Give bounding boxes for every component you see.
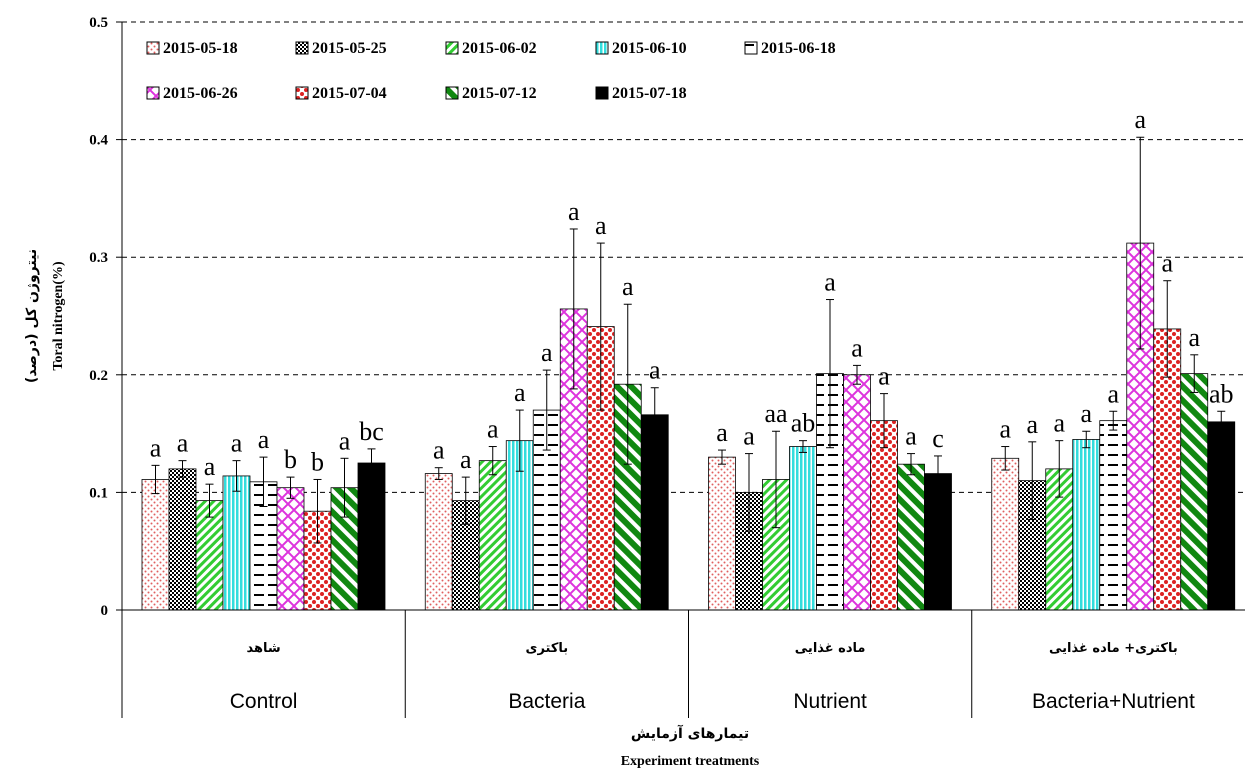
bar <box>357 462 386 611</box>
y-tick-label: 0.2 <box>89 368 108 384</box>
legend-swatch <box>445 86 459 100</box>
significance-letter: a <box>568 197 580 226</box>
axes: 0 0.1 0.2 0.3 0.4 0.5 <box>89 15 1245 718</box>
bar <box>1099 420 1128 611</box>
axis-labels: شاهد Control باکتری Bacteria ماده غذایی Nutri… <box>24 249 1195 769</box>
significance-letter: a <box>1161 249 1173 278</box>
x-axis-title: Experiment treatments <box>621 754 760 769</box>
significance-letter: c <box>932 424 944 453</box>
legend-label: 2015-06-18 <box>761 40 836 57</box>
legend-label: 2015-06-26 <box>163 85 238 102</box>
significance-letter: ab <box>1209 379 1234 408</box>
y-tick-label: 0.1 <box>89 485 108 501</box>
significance-letter: a <box>878 362 890 391</box>
x-axis-title-fa: تیمارهای آزمایش <box>631 724 749 742</box>
significance-letter: a <box>1107 379 1119 408</box>
significance-letter: ab <box>791 409 816 438</box>
significance-letter: a <box>258 425 270 454</box>
y-tick-label: 0.5 <box>89 15 108 31</box>
bar <box>897 463 925 611</box>
bar <box>789 446 817 611</box>
significance-letter: bc <box>359 417 384 446</box>
bar <box>1180 373 1209 611</box>
category-label-fa: باکتری+ ماده غذایی <box>1049 641 1178 656</box>
significance-letter: a <box>177 429 189 458</box>
category-label: Control <box>230 690 298 713</box>
significance-letter: a <box>514 378 526 407</box>
category-label: Bacteria+Nutrient <box>1032 690 1195 713</box>
legend-label: 2015-06-10 <box>612 40 687 57</box>
y-axis-title: Toral nitrogen(%) <box>51 261 66 371</box>
legend-label: 2015-05-25 <box>312 40 387 57</box>
legend-swatch <box>295 86 309 100</box>
significance-letter: a <box>743 422 755 451</box>
category-label-fa: ماده غذایی <box>795 641 866 656</box>
significance-letter: a <box>1026 410 1038 439</box>
legend-label: 2015-07-12 <box>462 85 537 102</box>
legend-label: 2015-07-18 <box>612 85 687 102</box>
legend: 2015-05-18 2015-05-25 2015-06-02 2015-06-10… <box>146 40 836 102</box>
category-label: Nutrient <box>793 690 867 713</box>
legend-swatch <box>744 41 758 55</box>
bar <box>424 473 453 611</box>
category-label-fa: باکتری <box>526 641 569 656</box>
bar <box>478 460 507 611</box>
significance-letter: a <box>1080 399 1092 428</box>
bar <box>870 420 898 611</box>
y-tick-label: 0 <box>101 603 109 619</box>
legend-swatch <box>595 41 609 55</box>
bar <box>1072 439 1101 611</box>
y-tick-label: 0.4 <box>89 133 108 149</box>
category-label-fa: شاهد <box>247 641 281 656</box>
significance-letter: a <box>905 422 917 451</box>
significance-letter: a <box>1134 105 1146 134</box>
legend-swatch <box>445 41 459 55</box>
significance-letter: a <box>339 426 351 455</box>
significance-letter: a <box>433 436 445 465</box>
significance-letter: b <box>284 445 297 474</box>
bar <box>640 414 669 611</box>
bar <box>708 456 736 611</box>
significance-letter: a <box>541 338 553 367</box>
significance-letter: a <box>487 415 499 444</box>
bar <box>168 468 197 611</box>
significance-letter: a <box>231 429 243 458</box>
legend-label: 2015-07-04 <box>312 85 387 102</box>
legend-swatch <box>146 86 160 100</box>
significance-letter: a <box>460 445 472 474</box>
bar <box>1207 421 1236 611</box>
bar <box>276 487 305 611</box>
significance-letter: a <box>595 211 607 240</box>
y-tick-label: 0.3 <box>89 250 108 266</box>
bar <box>843 374 871 611</box>
y-axis-title-fa: نیتروژن کل (درصد) <box>24 249 40 383</box>
significance-letter: a <box>999 415 1011 444</box>
bar <box>141 479 170 611</box>
legend-swatch <box>295 41 309 55</box>
legend-swatch <box>595 86 609 100</box>
significance-letter: a <box>824 268 836 297</box>
significance-letter: a <box>649 356 661 385</box>
bar <box>991 457 1020 611</box>
significance-letter: a <box>150 433 162 462</box>
significance-letter: a <box>1053 409 1065 438</box>
legend-swatch <box>146 41 160 55</box>
legend-label: 2015-06-02 <box>462 40 537 57</box>
significance-letter: a <box>851 333 863 362</box>
legend-label: 2015-05-18 <box>163 40 238 57</box>
significance-letter: a <box>716 418 728 447</box>
significance-letter: a <box>1188 323 1200 352</box>
bar <box>924 473 952 611</box>
significance-letter: b <box>311 447 324 476</box>
category-label: Bacteria <box>508 690 585 713</box>
significance-letter: a <box>204 452 216 481</box>
significance-letter: aa <box>764 399 788 428</box>
significance-letter: a <box>622 272 634 301</box>
bar <box>222 475 251 611</box>
